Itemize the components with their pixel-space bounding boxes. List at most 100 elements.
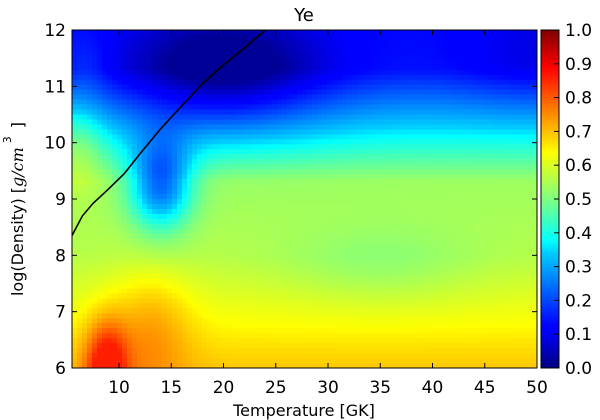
heatmap-cell: [152, 253, 158, 260]
heatmap-cell: [252, 74, 258, 81]
heatmap-cell: [237, 99, 243, 106]
heatmap-cell: [77, 253, 83, 260]
heatmap-cell: [192, 114, 198, 120]
heatmap-cell: [292, 258, 298, 265]
heatmap-cell: [477, 39, 483, 46]
heatmap-cell: [262, 218, 268, 225]
heatmap-cell: [197, 179, 203, 185]
heatmap-cell: [137, 164, 143, 170]
heatmap-cell: [147, 84, 153, 91]
heatmap-cell: [357, 199, 363, 205]
heatmap-cell: [362, 164, 368, 170]
heatmap-cell: [342, 149, 348, 155]
heatmap-cell: [497, 273, 503, 279]
heatmap-cell: [202, 59, 208, 66]
heatmap-cell: [177, 199, 183, 205]
heatmap-cell: [532, 49, 537, 56]
heatmap-cell: [217, 238, 223, 245]
heatmap-cell: [462, 99, 468, 106]
heatmap-cell: [407, 179, 413, 185]
heatmap-cell: [522, 119, 528, 125]
heatmap-cell: [492, 174, 498, 180]
heatmap-cell: [307, 44, 313, 51]
heatmap-cell: [312, 243, 318, 250]
heatmap-cell: [127, 253, 133, 260]
heatmap-cell: [517, 124, 523, 130]
heatmap-cell: [227, 278, 233, 284]
heatmap-cell: [147, 184, 153, 190]
heatmap-cell: [202, 69, 208, 76]
heatmap-cell: [457, 203, 463, 210]
heatmap-cell: [467, 273, 473, 279]
heatmap-cell: [312, 228, 318, 235]
heatmap-cell: [117, 248, 123, 255]
heatmap-cell: [352, 54, 358, 61]
heatmap-cell: [127, 34, 133, 41]
heatmap-cell: [267, 174, 273, 180]
heatmap-cell: [207, 94, 213, 101]
heatmap-cell: [467, 248, 473, 255]
heatmap-cell: [367, 149, 373, 155]
heatmap-cell: [397, 154, 403, 160]
heatmap-cell: [142, 203, 148, 210]
heatmap-cell: [487, 169, 493, 175]
heatmap-cell: [527, 164, 533, 170]
heatmap-cell: [87, 223, 93, 230]
heatmap-cell: [147, 199, 153, 205]
heatmap-cell: [132, 119, 138, 125]
heatmap-cell: [217, 144, 223, 150]
heatmap-cell: [132, 248, 138, 255]
heatmap-cell: [257, 203, 263, 210]
heatmap-cell: [172, 223, 178, 230]
heatmap-cell: [397, 109, 403, 115]
heatmap-cell: [187, 238, 193, 245]
heatmap-cell: [387, 159, 393, 165]
heatmap-cell: [342, 49, 348, 56]
heatmap-cell: [467, 218, 473, 225]
heatmap-cell: [532, 30, 537, 36]
heatmap-cell: [342, 94, 348, 101]
heatmap-cell: [297, 30, 303, 36]
heatmap-cell: [147, 203, 153, 210]
heatmap-cell: [107, 30, 113, 36]
heatmap-cell: [157, 218, 163, 225]
heatmap-cell: [192, 39, 198, 46]
heatmap-cell: [347, 44, 353, 51]
heatmap-cell: [462, 238, 468, 245]
heatmap-cell: [117, 208, 123, 215]
heatmap-cell: [112, 109, 118, 115]
heatmap-cell: [97, 268, 103, 275]
heatmap-cell: [207, 258, 213, 265]
heatmap-cell: [392, 258, 398, 265]
heatmap-cell: [92, 253, 98, 260]
heatmap-cell: [312, 159, 318, 165]
heatmap-cell: [437, 129, 443, 135]
heatmap-cell: [522, 169, 528, 175]
heatmap-cell: [252, 268, 258, 275]
heatmap-cell: [147, 169, 153, 175]
heatmap-cell: [407, 218, 413, 225]
heatmap-cell: [447, 179, 453, 185]
heatmap-cell: [357, 114, 363, 120]
heatmap-cell: [212, 184, 218, 190]
heatmap-cell: [257, 30, 263, 36]
heatmap-cell: [472, 94, 478, 101]
heatmap-cell: [277, 59, 283, 66]
heatmap-cell: [492, 119, 498, 125]
heatmap-cell: [187, 159, 193, 165]
heatmap-cell: [242, 278, 248, 284]
heatmap-cell: [72, 268, 78, 275]
heatmap-cell: [387, 30, 393, 36]
heatmap-cell: [282, 74, 288, 81]
heatmap-cell: [177, 119, 183, 125]
heatmap-cell: [452, 213, 458, 220]
heatmap-cell: [527, 94, 533, 101]
heatmap-cell: [242, 243, 248, 250]
heatmap-cell: [487, 194, 493, 200]
heatmap-cell: [472, 89, 478, 96]
heatmap-cell: [82, 253, 88, 260]
heatmap-cell: [87, 84, 93, 91]
heatmap-cell: [267, 49, 273, 56]
heatmap-cell: [247, 149, 253, 155]
heatmap-cell: [192, 139, 198, 145]
